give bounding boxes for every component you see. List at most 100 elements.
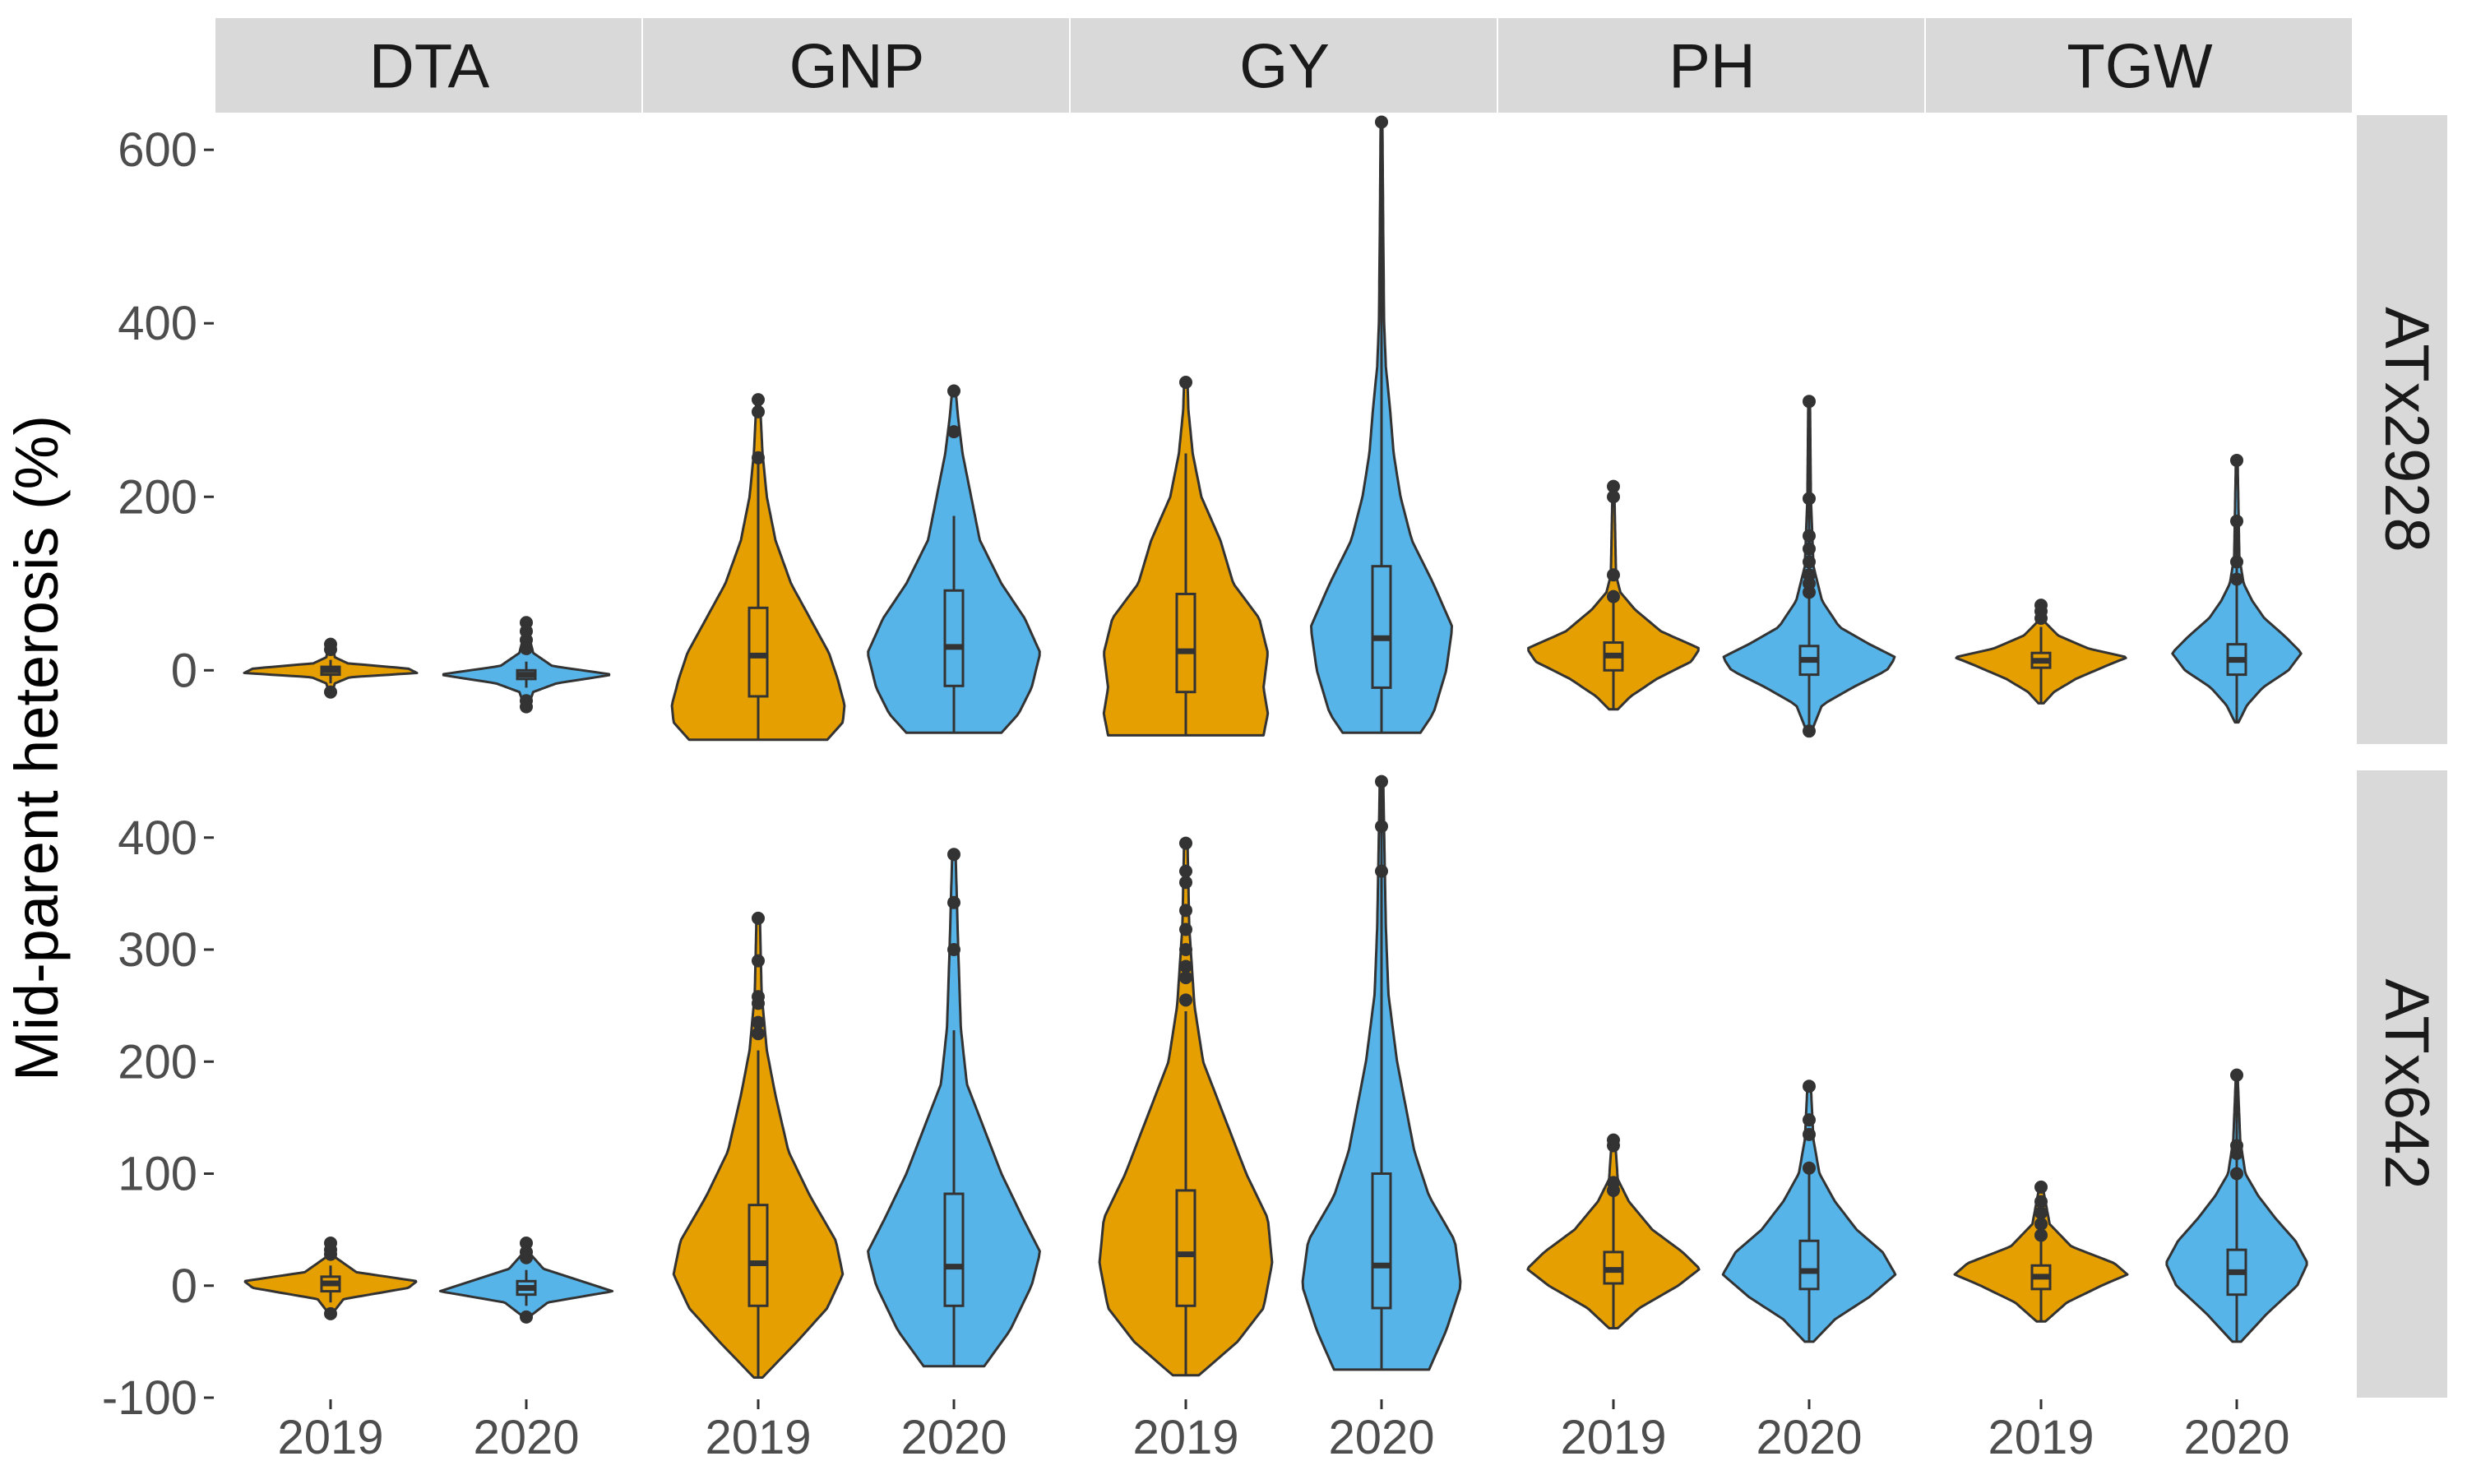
outlier-point [520, 700, 533, 714]
outlier-point [1179, 971, 1192, 985]
x-tick-label: 2019 [277, 1411, 383, 1464]
outlier-point [1607, 1183, 1620, 1197]
outlier-point [2034, 1206, 2048, 1220]
outlier-point [324, 685, 337, 699]
x-tick-label: 2019 [1132, 1411, 1238, 1464]
y-tick-label: 600 [118, 123, 197, 177]
y-tick-label: 100 [118, 1148, 197, 1201]
y-axis-label: Mid-parent heterosis (%) [2, 415, 71, 1081]
outlier-point [752, 1027, 765, 1041]
outlier-point [752, 911, 765, 925]
row-strip-atx2928 [2357, 115, 2447, 744]
outlier-point [752, 405, 765, 418]
y-tick-label: 200 [118, 1035, 197, 1089]
outlier-point [1803, 492, 1816, 506]
x-tick-label: 2020 [1328, 1411, 1434, 1464]
outlier-point [1607, 568, 1620, 582]
outlier-point [1803, 1127, 1816, 1141]
outlier-point [947, 384, 960, 398]
outlier-point [752, 451, 765, 465]
row-label-atx2928: ATx2928 [2372, 307, 2442, 552]
outlier-point [1607, 490, 1620, 504]
outlier-point [947, 848, 960, 862]
row-label-atx642: ATx642 [2372, 978, 2442, 1189]
outlier-point [1179, 836, 1192, 850]
outlier-point [2034, 612, 2048, 625]
outlier-point [520, 1310, 533, 1324]
outlier-point [1607, 479, 1620, 493]
outlier-point [2230, 1146, 2243, 1160]
box-iqr [943, 589, 965, 687]
outlier-point [2034, 1217, 2048, 1231]
outlier-point [1179, 876, 1192, 890]
outlier-point [1375, 115, 1388, 129]
outlier-point [1803, 529, 1816, 543]
outlier-point [520, 641, 533, 655]
facet-strip-dta [215, 18, 641, 113]
outlier-point [1179, 904, 1192, 918]
x-tick-label: 2020 [900, 1411, 1007, 1464]
facet-strip-tgw [1926, 18, 2352, 113]
facet-label-tgw: TGW [2067, 32, 2213, 102]
facet-label-dta: DTA [369, 32, 490, 102]
outlier-point [1179, 943, 1192, 956]
outlier-point [2230, 514, 2243, 528]
y-tick-label: 300 [118, 923, 197, 977]
facet-strip-ph [1498, 18, 1924, 113]
outlier-point [1803, 1079, 1816, 1093]
outlier-point [1375, 774, 1388, 788]
y-tick-label: 0 [171, 1260, 197, 1313]
outlier-point [1179, 922, 1192, 936]
outlier-point [752, 996, 765, 1010]
outlier-point [1607, 1139, 1620, 1153]
outlier-point [1803, 1161, 1816, 1175]
outlier-point [324, 1306, 337, 1320]
box-iqr [943, 1192, 965, 1307]
box-iqr [1371, 1172, 1392, 1310]
box-iqr [1175, 1189, 1196, 1307]
outlier-point [1803, 724, 1816, 738]
outlier-point [520, 1251, 533, 1264]
y-tick-label: 400 [118, 297, 197, 350]
facet-strip-gnp [643, 18, 1069, 113]
outlier-point [752, 393, 765, 407]
outlier-point [1803, 542, 1816, 556]
y-tick-label: 200 [118, 470, 197, 524]
outlier-point [947, 895, 960, 909]
outlier-point [324, 1247, 337, 1261]
facet-label-ph: PH [1669, 32, 1756, 102]
outlier-point [1179, 993, 1192, 1007]
x-tick-label: 2019 [705, 1411, 811, 1464]
outlier-point [947, 943, 960, 956]
x-tick-label: 2019 [1560, 1411, 1666, 1464]
box-iqr [748, 606, 769, 698]
outlier-point [1375, 864, 1388, 878]
outlier-point [2034, 1228, 2048, 1242]
outlier-point [2230, 572, 2243, 586]
outlier-point [752, 954, 765, 968]
row-strip-atx642 [2357, 770, 2447, 1398]
outlier-point [947, 425, 960, 439]
outlier-point [1803, 395, 1816, 409]
outlier-point [1803, 555, 1816, 569]
x-tick-label: 2020 [473, 1411, 579, 1464]
outlier-point [2230, 555, 2243, 569]
outlier-point [1179, 959, 1192, 973]
outlier-point [2230, 1068, 2243, 1082]
box-iqr [1798, 1239, 1820, 1291]
facet-label-gnp: GNP [789, 32, 925, 102]
x-tick-label: 2020 [1756, 1411, 1862, 1464]
y-tick-label: 0 [171, 644, 197, 697]
outlier-point [2230, 1167, 2243, 1181]
outlier-point [752, 1015, 765, 1029]
y-tick-label: -100 [102, 1371, 197, 1425]
outlier-point [1803, 1113, 1816, 1127]
outlier-point [1803, 585, 1816, 599]
box-iqr [1371, 565, 1392, 689]
facet-strip-gy [1071, 18, 1497, 113]
outlier-point [1179, 375, 1192, 389]
x-tick-label: 2019 [1988, 1411, 2094, 1464]
outlier-point [2230, 453, 2243, 467]
